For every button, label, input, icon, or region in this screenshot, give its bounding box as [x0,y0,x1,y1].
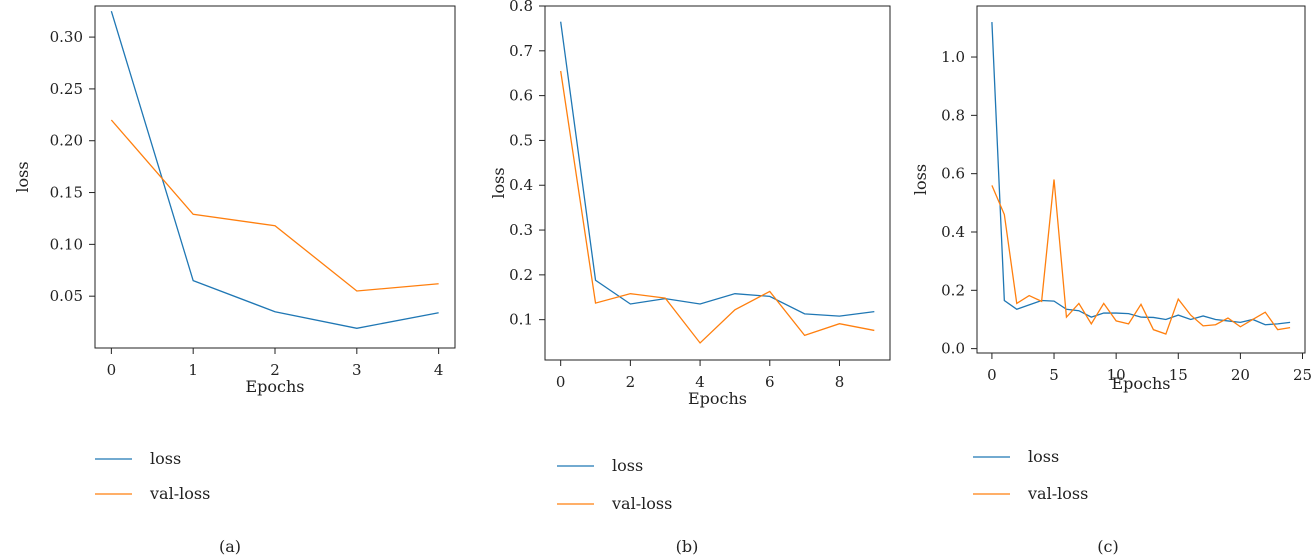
x-axis-label: Epochs [245,377,304,396]
legend-label-loss: loss [150,449,181,468]
y-tick-label: 0.8 [509,0,533,15]
y-tick-label: 0.30 [50,28,83,46]
chart-panel-a: 0 1 2 3 4 0.05 0.10 0.15 0.20 0.25 0.30 Epochs loss l… [13,5,456,556]
panel-caption: (a) [219,537,241,556]
plot-frame [976,5,1306,354]
x-tick-label: 2 [270,361,280,379]
x-tick-label: 0 [556,373,566,391]
x-tick-label: 0 [987,366,997,384]
legend-label-loss: loss [612,456,643,475]
x-tick-label: 3 [352,361,362,379]
y-tick-label: 0.20 [50,132,83,150]
y-tick-label: 0.05 [50,287,83,305]
y-tick-label: 0.1 [509,311,533,329]
y-tick-label: 0.4 [509,176,533,194]
x-tick-label: 5 [1049,366,1059,384]
x-tick-label: 25 [1293,366,1312,384]
val-loss-series-line [110,119,439,292]
x-axis-label: Epochs [1111,374,1170,393]
plot-frame [544,5,891,361]
y-tick-label: 0.2 [509,266,533,284]
chart-panel-b: 0 2 4 6 8 0.1 0.2 0.3 0.4 0.5 0.6 0.7 0.8 Epochs loss l… [489,0,891,556]
x-tick-label: 4 [434,361,444,379]
loss-series-line [560,21,875,317]
y-tick-label: 0.7 [509,42,533,60]
x-tick-label: 2 [626,373,636,391]
y-tick-label: 0.3 [509,221,533,239]
y-tick-label: 0.4 [941,223,965,241]
x-tick-label: 6 [765,373,775,391]
y-tick-label: 0.6 [509,87,533,105]
y-tick-label: 0.8 [941,106,965,124]
panel-caption: (b) [676,537,699,556]
x-axis-label: Epochs [688,389,747,408]
x-tick-label: 20 [1231,366,1250,384]
y-axis-label: loss [911,164,930,195]
loss-series-line [991,22,1291,326]
x-tick-label: 8 [835,373,845,391]
y-tick-label: 0.6 [941,165,965,183]
x-tick-label: 1 [188,361,198,379]
x-tick-label: 0 [107,361,117,379]
y-tick-label: 0.2 [941,281,965,299]
val-loss-series-line [560,70,875,344]
y-tick-label: 1.0 [941,48,965,66]
x-tick-label: 15 [1169,366,1188,384]
chart-panel-c: 0 5 10 15 20 25 0.0 0.2 0.4 0.6 0.8 1.0 Epochs loss lo… [911,5,1312,556]
plot-frame [94,5,456,349]
y-tick-label: 0.5 [509,131,533,149]
legend-label-val-loss: val-loss [1027,484,1088,503]
x-tick-label: 10 [1107,366,1126,384]
y-tick-label: 0.15 [50,184,83,202]
panel-caption: (c) [1097,537,1118,556]
loss-series-line [110,10,439,329]
y-axis-label: loss [13,161,32,192]
y-tick-label: 0.10 [50,235,83,253]
y-axis-label: loss [489,167,508,198]
y-tick-label: 0.0 [941,340,965,358]
x-tick-label: 4 [695,373,705,391]
val-loss-series-line [991,179,1291,335]
legend-label-val-loss: val-loss [149,484,210,503]
legend-label-loss: loss [1028,447,1059,466]
legend-label-val-loss: val-loss [611,494,672,513]
y-tick-label: 0.25 [50,80,83,98]
